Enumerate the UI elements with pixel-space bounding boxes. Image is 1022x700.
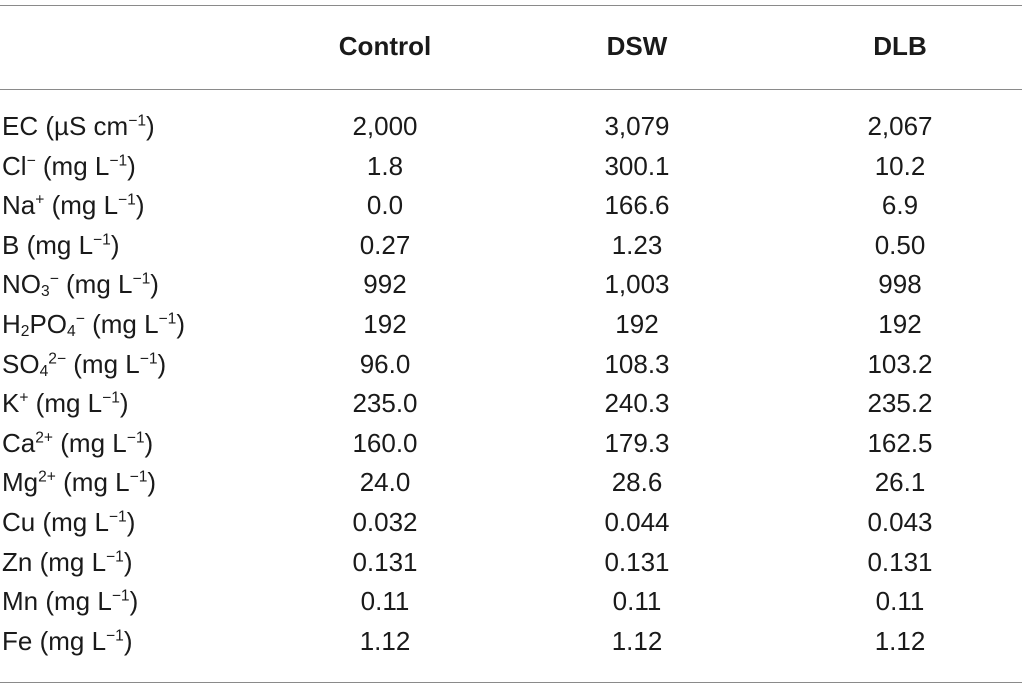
control-value: 24.0 [359, 467, 411, 498]
dsw-value: 108.3 [604, 348, 670, 379]
dlb-value: 2,067 [867, 111, 933, 141]
table-row: NO3− (mg L−1) 992 1,003 998 [0, 265, 1022, 305]
table-row: EC (µS cm−1) 2,000 3,079 2,067 [0, 107, 1022, 147]
dlb-value: 6.9 [881, 190, 919, 221]
column-header-control: Control [338, 31, 432, 61]
control-value: 2,000 [352, 111, 418, 141]
control-value: 96.0 [359, 348, 411, 379]
bottom-rule [0, 682, 1022, 683]
dsw-value: 28.6 [611, 467, 663, 498]
column-header-dsw: DSW [606, 31, 668, 61]
dsw-value: 192 [615, 308, 659, 339]
control-value: 235.0 [352, 388, 418, 419]
dlb-value: 0.50 [874, 229, 926, 260]
top-rule [0, 5, 1022, 6]
dlb-value: 0.11 [875, 586, 925, 617]
dsw-value: 300.1 [604, 150, 670, 181]
dlb-value: 10.2 [874, 150, 926, 181]
table-row: H2PO4− (mg L−1) 192 192 192 [0, 305, 1022, 345]
row-label: B (mg L−1) [2, 229, 120, 260]
table-row: Cl− (mg L−1) 1.8 300.1 10.2 [0, 147, 1022, 187]
table-row: Fe (mg L−1) 1.12 1.12 1.12 [0, 622, 1022, 662]
control-value: 0.131 [352, 546, 418, 577]
control-value: 1.8 [366, 150, 404, 181]
dlb-value: 1.12 [874, 625, 926, 656]
control-value: 0.27 [359, 229, 411, 260]
row-label: Mn (mg L−1) [2, 586, 139, 617]
dlb-value: 0.043 [867, 506, 933, 537]
dsw-value: 179.3 [604, 427, 670, 458]
control-value: 0.032 [352, 506, 418, 537]
row-label: Fe (mg L−1) [2, 625, 133, 656]
row-label: Mg2+ (mg L−1) [2, 467, 157, 498]
dsw-value: 0.11 [612, 586, 662, 617]
table-row: Ca2+ (mg L−1) 160.0 179.3 162.5 [0, 424, 1022, 464]
table-row: B (mg L−1) 0.27 1.23 0.50 [0, 226, 1022, 266]
table-row: Zn (mg L−1) 0.131 0.131 0.131 [0, 543, 1022, 583]
dlb-value: 192 [878, 308, 922, 339]
table-row: Mn (mg L−1) 0.11 0.11 0.11 [0, 582, 1022, 622]
control-value: 0.11 [360, 586, 410, 617]
row-label: Cl− (mg L−1) [2, 150, 136, 181]
dlb-value: 162.5 [867, 427, 933, 458]
control-value: 160.0 [352, 427, 418, 458]
row-label: SO42− (mg L−1) [2, 348, 167, 380]
table-row: SO42− (mg L−1) 96.0 108.3 103.2 [0, 345, 1022, 385]
control-value: 192 [363, 308, 407, 339]
dsw-value: 1.12 [611, 625, 663, 656]
dsw-value: 240.3 [604, 388, 670, 419]
dsw-value: 3,079 [604, 111, 670, 141]
header-rule [0, 89, 1022, 90]
dsw-value: 1.23 [611, 229, 663, 260]
dlb-value: 998 [878, 269, 922, 300]
control-value: 992 [363, 269, 407, 300]
row-label: K+ (mg L−1) [2, 388, 129, 419]
dlb-value: 26.1 [874, 467, 926, 498]
dlb-value: 0.131 [867, 546, 933, 577]
table-row: K+ (mg L−1) 235.0 240.3 235.2 [0, 384, 1022, 424]
table-row: Na+ (mg L−1) 0.0 166.6 6.9 [0, 186, 1022, 226]
table-row: Mg2+ (mg L−1) 24.0 28.6 26.1 [0, 463, 1022, 503]
column-header-dlb: DLB [873, 31, 927, 61]
row-label: H2PO4− (mg L−1) [2, 308, 185, 341]
dsw-value: 0.131 [604, 546, 670, 577]
control-value: 0.0 [366, 190, 404, 221]
dsw-value: 166.6 [604, 190, 670, 221]
table-row: Cu (mg L−1) 0.032 0.044 0.043 [0, 503, 1022, 543]
dlb-value: 235.2 [867, 388, 933, 419]
row-label: Zn (mg L−1) [2, 546, 133, 577]
table-body: EC (µS cm−1) 2,000 3,079 2,067 Cl− (mg L−1) 1… [0, 107, 1022, 661]
dsw-value: 0.044 [604, 506, 670, 537]
dlb-value: 103.2 [867, 348, 933, 379]
row-label: Na+ (mg L−1) [2, 190, 145, 221]
row-label: NO3− (mg L−1) [2, 269, 159, 301]
control-value: 1.12 [359, 625, 411, 656]
row-label: Cu (mg L−1) [2, 506, 136, 537]
row-label: Ca2+ (mg L−1) [2, 427, 154, 458]
dsw-value: 1,003 [604, 269, 670, 300]
row-label: EC (µS cm−1) [2, 111, 155, 141]
